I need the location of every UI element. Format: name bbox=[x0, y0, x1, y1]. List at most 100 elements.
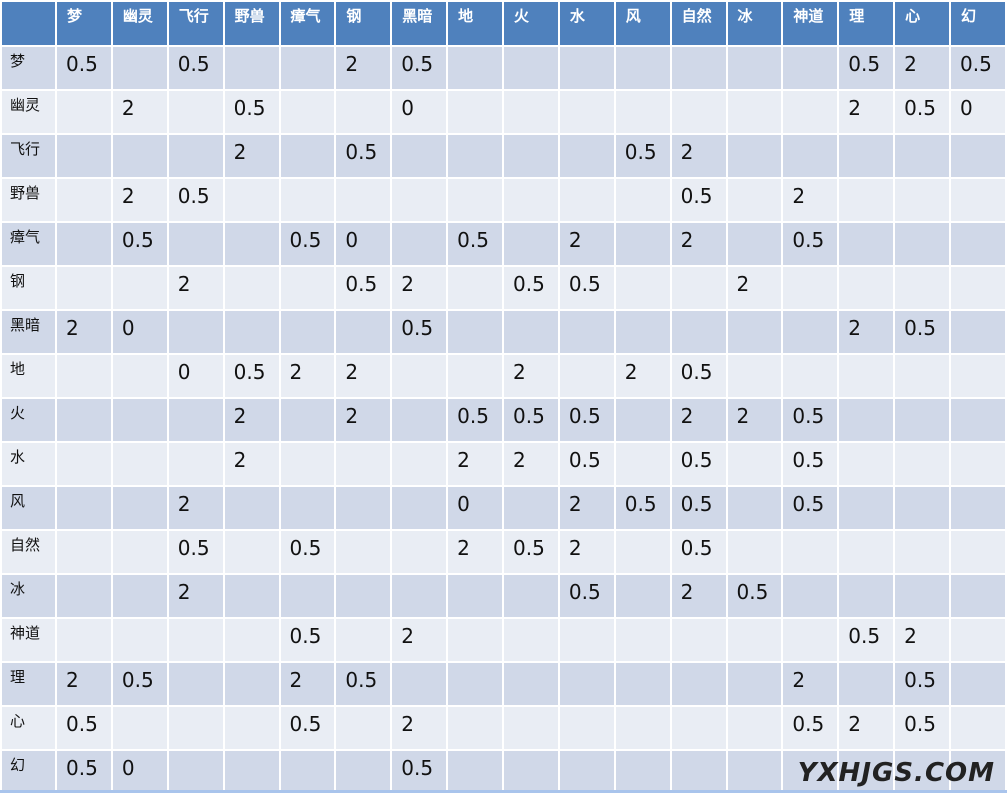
table-cell bbox=[222, 705, 281, 751]
table-cell: 0.5 bbox=[390, 309, 449, 355]
table-cell bbox=[837, 485, 896, 531]
table-cell bbox=[390, 133, 449, 179]
table-cell bbox=[893, 133, 951, 179]
table-cell: 0 bbox=[390, 89, 449, 135]
table-row: 黑暗 2 0 0.5 2 0.5 bbox=[0, 309, 1007, 355]
table-cell: 0.5 bbox=[669, 529, 728, 575]
table-row: 火 2 2 0.5 0.5 0.5 2 2 0.5 bbox=[0, 397, 1007, 443]
row-label: 风 bbox=[0, 485, 57, 531]
table-cell: 0.5 bbox=[166, 45, 225, 91]
table-cell: 2 bbox=[893, 617, 951, 663]
table-cell bbox=[893, 397, 951, 443]
table-cell bbox=[278, 177, 337, 223]
table-row: 水 2 2 2 0.5 0.5 0.5 bbox=[0, 441, 1007, 487]
table-row: 梦 0.5 0.5 2 0.5 0.5 2 0.5 bbox=[0, 45, 1007, 91]
table-cell bbox=[222, 45, 281, 91]
table-cell bbox=[222, 309, 281, 355]
table-cell: 0.5 bbox=[446, 221, 504, 267]
table-cell: 2 bbox=[837, 309, 896, 355]
table-cell bbox=[446, 89, 504, 135]
table-cell: 2 bbox=[669, 133, 728, 179]
table-cell bbox=[222, 573, 281, 619]
table-cell bbox=[781, 133, 840, 179]
table-cell: 0.5 bbox=[110, 661, 169, 707]
table-cell: 2 bbox=[557, 529, 616, 575]
table-cell bbox=[502, 661, 560, 707]
table-row: 幻 0.5 0 0.5 bbox=[0, 749, 1007, 795]
table-cell bbox=[725, 353, 784, 399]
table-cell: 2 bbox=[166, 573, 225, 619]
table-cell bbox=[669, 265, 728, 311]
table-cell bbox=[613, 45, 672, 91]
table-cell: 0.5 bbox=[893, 705, 951, 751]
table-cell bbox=[725, 309, 784, 355]
table-cell bbox=[725, 749, 784, 795]
table-cell bbox=[390, 485, 449, 531]
table-cell: 2 bbox=[334, 45, 393, 91]
table-cell bbox=[334, 529, 393, 575]
table-cell bbox=[390, 353, 449, 399]
table-cell bbox=[837, 529, 896, 575]
table-cell: 0 bbox=[166, 353, 225, 399]
column-header: 心 bbox=[893, 0, 951, 47]
table-cell: 0.5 bbox=[390, 749, 449, 795]
table-cell: 0.5 bbox=[837, 45, 896, 91]
table-cell bbox=[446, 573, 504, 619]
table-cell: 2 bbox=[893, 45, 951, 91]
row-label: 瘴气 bbox=[0, 221, 57, 267]
table-cell: 0.5 bbox=[557, 573, 616, 619]
column-header: 理 bbox=[837, 0, 896, 47]
table-cell: 2 bbox=[166, 485, 225, 531]
table-cell: 0.5 bbox=[55, 705, 113, 751]
table-cell bbox=[613, 749, 672, 795]
table-cell: 0.5 bbox=[557, 441, 616, 487]
table-cell bbox=[110, 133, 169, 179]
table-cell bbox=[502, 177, 560, 223]
table-cell bbox=[949, 661, 1007, 707]
table-cell bbox=[837, 749, 896, 795]
table-cell bbox=[446, 309, 504, 355]
table-cell bbox=[613, 89, 672, 135]
table-cell bbox=[278, 265, 337, 311]
table-cell: 2 bbox=[557, 485, 616, 531]
table-cell bbox=[781, 309, 840, 355]
table-cell: 2 bbox=[334, 397, 393, 443]
table-cell bbox=[334, 441, 393, 487]
table-cell bbox=[446, 661, 504, 707]
table-cell bbox=[557, 661, 616, 707]
table-cell: 0 bbox=[446, 485, 504, 531]
table-cell bbox=[390, 397, 449, 443]
table-cell bbox=[222, 529, 281, 575]
table-cell bbox=[669, 749, 728, 795]
watermark: YXHJGS.COM bbox=[797, 758, 995, 788]
table-cell: 0.5 bbox=[278, 529, 337, 575]
table-cell bbox=[949, 133, 1007, 179]
table-cell bbox=[613, 177, 672, 223]
table-cell bbox=[557, 705, 616, 751]
table-cell bbox=[781, 573, 840, 619]
table-cell: 2 bbox=[222, 133, 281, 179]
table-cell bbox=[837, 397, 896, 443]
row-label: 飞行 bbox=[0, 133, 57, 179]
table-cell bbox=[222, 749, 281, 795]
table-cell bbox=[390, 441, 449, 487]
column-header: 冰 bbox=[725, 0, 784, 47]
table-cell: 0.5 bbox=[893, 89, 951, 135]
table-cell bbox=[55, 441, 113, 487]
table-cell: 0.5 bbox=[278, 617, 337, 663]
table-cell bbox=[110, 353, 169, 399]
table-cell: 0.5 bbox=[781, 221, 840, 267]
table-cell: 0.5 bbox=[781, 485, 840, 531]
table-cell: 2 bbox=[669, 573, 728, 619]
table-cell bbox=[613, 529, 672, 575]
table-cell bbox=[278, 397, 337, 443]
column-header: 黑暗 bbox=[390, 0, 449, 47]
row-label: 黑暗 bbox=[0, 309, 57, 355]
table-cell bbox=[837, 573, 896, 619]
table-cell bbox=[893, 485, 951, 531]
row-label: 心 bbox=[0, 705, 57, 751]
table-cell: 0.5 bbox=[166, 529, 225, 575]
table-row: 理 2 0.5 2 0.5 2 0.5 bbox=[0, 661, 1007, 707]
row-label: 自然 bbox=[0, 529, 57, 575]
